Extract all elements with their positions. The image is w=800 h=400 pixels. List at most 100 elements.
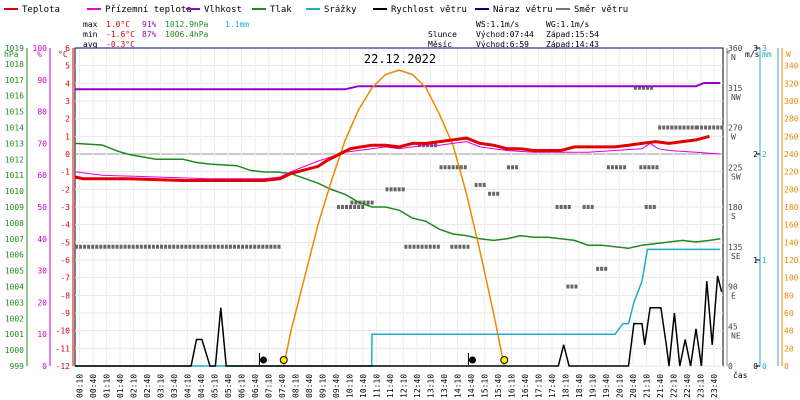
hpa-tick: 1001 <box>5 330 24 339</box>
time-tick: 20:40 <box>629 374 638 398</box>
wind-dir-mark <box>708 125 712 130</box>
hpa-tick: 1018 <box>5 60 24 69</box>
pressure-line <box>74 142 721 250</box>
time-tick: 13:40 <box>440 374 449 398</box>
wind-dir-mark <box>216 244 220 249</box>
wind-dir-mark <box>574 284 578 289</box>
info-sunrise: Východ:07:44 <box>476 30 534 39</box>
time-tick: 05:40 <box>224 374 233 398</box>
time-tick: 04:40 <box>197 374 206 398</box>
hpa-tick: 1014 <box>5 124 24 133</box>
legend-label: Směr větru <box>574 5 628 15</box>
temp-tick: -2 <box>60 185 70 194</box>
wind-dir-mark <box>228 244 232 249</box>
wind-dir-mark <box>682 125 686 130</box>
wind-dir-mark <box>555 205 559 209</box>
chart-date: 22.12.2022 <box>364 52 436 66</box>
sunw-tick: 240 <box>784 150 799 159</box>
temp-tick: -7 <box>60 274 70 283</box>
moon-marker <box>259 356 267 364</box>
time-tick: 15:40 <box>494 374 503 398</box>
wind-dir-mark <box>666 125 670 130</box>
time-tick: 03:10 <box>157 374 166 398</box>
deg-tick: 45 <box>728 322 738 331</box>
pct-tick: 100 <box>33 44 48 53</box>
time-tick: 07:10 <box>265 374 274 398</box>
wind-dir-mark <box>277 244 281 249</box>
pct-tick: 50 <box>37 203 47 212</box>
hpa-tick: 1015 <box>5 108 24 117</box>
dir-tick: N <box>731 53 736 62</box>
wind-dir-mark <box>439 165 443 170</box>
wind-dir-mark <box>474 182 478 187</box>
ms-tick: 2 <box>753 150 758 159</box>
wind-dir-mark <box>107 244 111 249</box>
wind-dir-mark <box>466 244 470 249</box>
time-tick: 07:40 <box>278 374 287 398</box>
wind-dir-mark <box>273 244 277 249</box>
time-tick: 02:40 <box>143 374 152 398</box>
info-wg: WG:1.1m/s <box>546 20 590 29</box>
wind-dir-mark <box>443 165 447 170</box>
temp-tick: -6 <box>60 256 70 265</box>
wind-dir-mark <box>458 244 462 249</box>
sunw-tick: 340 <box>784 62 799 71</box>
time-tick: 15:10 <box>481 374 490 398</box>
pct-tick: 0 <box>42 362 47 371</box>
info-moon-label: Měsíc <box>428 40 452 49</box>
wind-dir-mark <box>567 205 571 209</box>
wind-dir-mark <box>79 244 83 249</box>
wind-dir-mark <box>115 244 119 249</box>
sunw-tick: 320 <box>784 79 799 88</box>
wind-dir-mark <box>393 187 397 192</box>
time-tick: 18:10 <box>562 374 571 398</box>
deg-tick: 135 <box>728 243 743 252</box>
wind-dir-mark <box>606 165 610 170</box>
time-tick: 17:40 <box>548 374 557 398</box>
time-tick: 08:10 <box>292 374 301 398</box>
hpa-tick: 1008 <box>5 219 24 228</box>
wind-dir-mark <box>451 165 455 170</box>
hpa-tick: 1003 <box>5 298 24 307</box>
time-tick: 06:10 <box>238 374 247 398</box>
wind-dir-mark <box>648 205 652 209</box>
wind-dir-mark <box>507 165 510 170</box>
time-tick: 16:40 <box>521 374 530 398</box>
humidity-line <box>75 82 721 91</box>
info-moonset: Západ:14:43 <box>546 40 599 49</box>
sunw-tick: 180 <box>784 203 799 212</box>
dir-tick: NW <box>731 93 741 102</box>
temp-tick: 3 <box>65 97 70 106</box>
wind-dir-mark <box>397 187 401 192</box>
wind-dir-mark <box>462 244 466 249</box>
ms-tick: 1 <box>753 256 758 265</box>
wind-dir-mark <box>416 244 420 249</box>
time-tick: 11:40 <box>386 374 395 398</box>
wind-dir-mark <box>224 244 228 249</box>
rain-line <box>75 248 721 367</box>
wind-dir-mark <box>670 125 674 130</box>
wind-dir-mark <box>261 244 265 249</box>
wind-dir-mark <box>336 205 340 209</box>
time-tick: 09:10 <box>319 374 328 398</box>
legend-label: Přízemní teplota <box>105 5 192 15</box>
wind-dir-mark <box>637 85 641 90</box>
time-tick: 23:40 <box>710 374 719 398</box>
sun-axis-label: W <box>786 50 791 59</box>
time-tick: 16:10 <box>508 374 517 398</box>
wind-dir-mark <box>459 165 463 170</box>
time-tick: 00:40 <box>89 374 98 398</box>
hpa-tick: 1017 <box>5 76 24 85</box>
info-sun-label: Slunce <box>428 30 457 39</box>
sunw-tick: 260 <box>784 132 799 141</box>
wind-dir-mark <box>156 244 159 249</box>
legend-label: Srážky <box>324 5 357 15</box>
wind-dir-mark <box>678 125 682 130</box>
wind-dir-mark <box>652 205 656 209</box>
wind-dir-mark <box>87 244 91 249</box>
wind-dir-mark <box>350 200 354 205</box>
time-tick: 09:40 <box>332 374 341 398</box>
wind-dir-mark <box>447 165 451 170</box>
temp-tick: -9 <box>60 309 70 318</box>
